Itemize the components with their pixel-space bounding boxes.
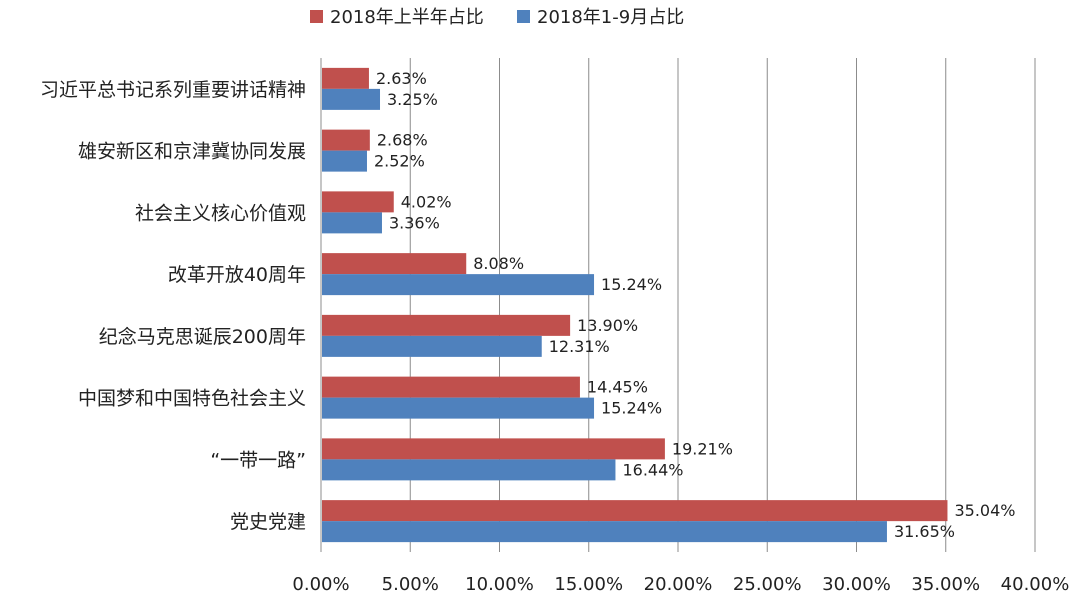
bar-h1-2018	[322, 67, 369, 89]
legend-label: 2018年上半年占比	[330, 7, 484, 28]
x-tick-label: 25.00%	[733, 574, 802, 595]
x-tick-label: 5.00%	[382, 574, 439, 595]
legend-swatch-jan-sep-2018	[517, 10, 530, 23]
bar-h1-2018	[322, 376, 580, 398]
bar-jan-sep-2018	[322, 521, 887, 543]
legend: 2018年上半年占比 2018年1-9月占比	[310, 7, 684, 28]
bar-h1-2018	[322, 500, 948, 522]
x-tick-label: 15.00%	[554, 574, 623, 595]
x-tick-label: 35.00%	[911, 574, 980, 595]
category-label: 改革开放40周年	[168, 264, 306, 286]
data-label: 13.90%	[577, 316, 638, 335]
bar-jan-sep-2018	[322, 397, 595, 419]
data-label: 2.52%	[374, 152, 425, 171]
gridlines	[409, 58, 1036, 552]
bar-jan-sep-2018	[322, 150, 367, 172]
data-label: 2.63%	[376, 69, 427, 88]
data-label: 3.36%	[389, 213, 440, 232]
category-label: 社会主义核心价值观	[135, 202, 306, 224]
x-tick-label: 30.00%	[822, 574, 891, 595]
category-label: “一带一路”	[210, 449, 306, 471]
data-label: 3.25%	[387, 90, 438, 109]
bar-h1-2018	[322, 253, 467, 275]
data-label: 15.24%	[601, 399, 662, 418]
category-label: 党史党建	[230, 511, 306, 533]
bar-jan-sep-2018	[322, 274, 595, 296]
legend-swatch-h1-2018	[310, 10, 323, 23]
category-label: 中国梦和中国特色社会主义	[78, 388, 306, 410]
x-tick-label: 10.00%	[465, 574, 534, 595]
data-label: 8.08%	[473, 254, 524, 273]
bar-jan-sep-2018	[322, 212, 382, 234]
category-label: 习近平总书记系列重要讲话精神	[40, 79, 306, 101]
x-tick-label: 40.00%	[1001, 574, 1070, 595]
data-label: 4.02%	[401, 192, 452, 211]
category-label: 纪念马克思诞辰200周年	[99, 325, 306, 348]
data-label: 16.44%	[622, 460, 683, 479]
axes: 0.00% 5.00% 10.00% 15.00% 20.00% 25.00% 30.00%…	[292, 58, 1069, 595]
bar-jan-sep-2018	[322, 459, 616, 481]
bar-h1-2018	[322, 129, 370, 151]
data-label: 35.04%	[954, 501, 1015, 520]
data-label: 19.21%	[672, 439, 733, 458]
data-label: 14.45%	[587, 378, 648, 397]
x-tick-label: 20.00%	[644, 574, 713, 595]
bars	[322, 67, 948, 543]
data-label: 2.68%	[377, 131, 428, 150]
x-tick-label: 0.00%	[292, 574, 349, 595]
bar-jan-sep-2018	[322, 88, 381, 110]
data-label: 15.24%	[601, 275, 662, 294]
bar-jan-sep-2018	[322, 335, 542, 357]
bar-h1-2018	[322, 314, 571, 336]
bar-h1-2018	[322, 438, 665, 460]
labels: 习近平总书记系列重要讲话精神 2.63% 3.25% 雄安新区和京津冀协同发展 2.68…	[40, 69, 1015, 541]
bar-h1-2018	[322, 191, 394, 213]
legend-label: 2018年1-9月占比	[537, 7, 684, 28]
data-label: 31.65%	[894, 522, 955, 541]
data-label: 12.31%	[549, 337, 610, 356]
category-label: 雄安新区和京津冀协同发展	[78, 141, 306, 163]
